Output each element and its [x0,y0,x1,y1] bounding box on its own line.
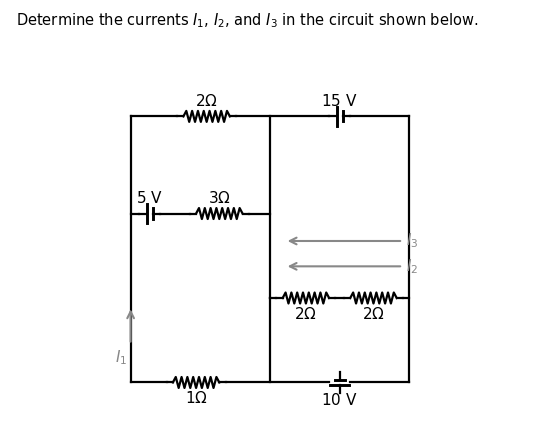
Text: $I_3$: $I_3$ [407,232,419,250]
Text: $10\ \mathrm{V}$: $10\ \mathrm{V}$ [321,392,358,408]
Text: $I_2$: $I_2$ [407,257,418,276]
Text: $1\Omega$: $1\Omega$ [185,390,207,406]
Text: $2\Omega$: $2\Omega$ [362,305,385,322]
Text: $3\Omega$: $3\Omega$ [208,190,231,206]
Text: $2\Omega$: $2\Omega$ [195,93,218,109]
Text: $2\Omega$: $2\Omega$ [294,305,318,322]
Text: Determine the currents $I_1$, $I_2$, and $I_3$ in the circuit shown below.: Determine the currents $I_1$, $I_2$, and… [16,11,478,30]
Text: $I_1$: $I_1$ [115,349,127,367]
Text: $15\ \mathrm{V}$: $15\ \mathrm{V}$ [321,93,358,109]
Text: $5\ \mathrm{V}$: $5\ \mathrm{V}$ [136,190,163,206]
